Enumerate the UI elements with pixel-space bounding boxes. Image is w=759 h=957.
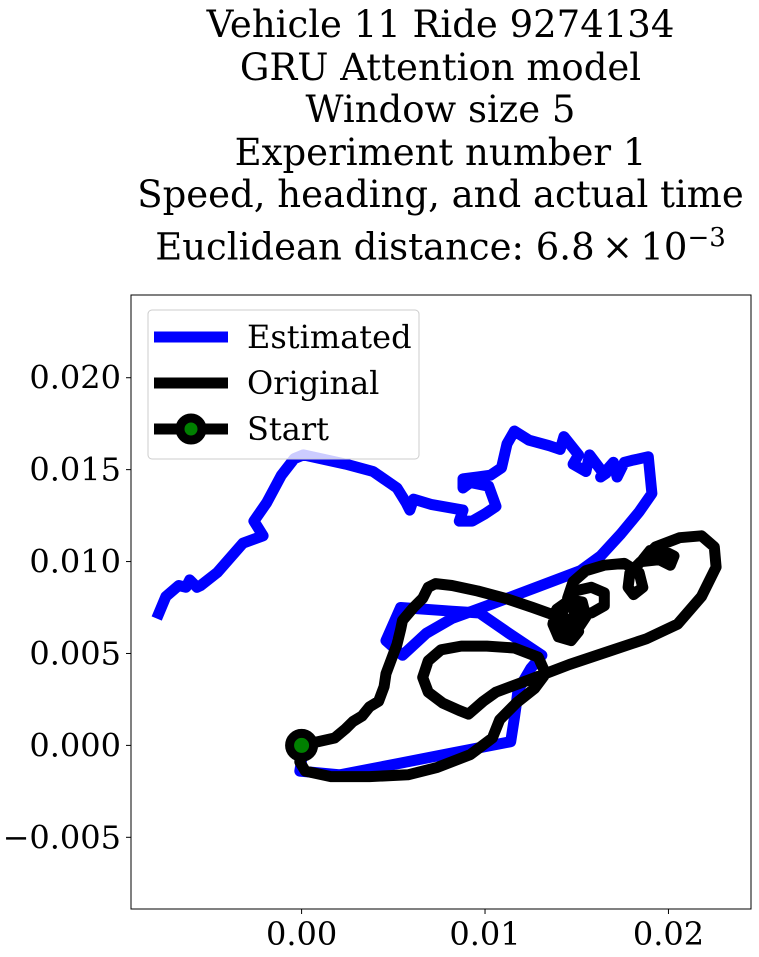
y-tick-label: −0.005: [3, 818, 121, 856]
series-layer: [151, 425, 722, 783]
title-metric-exponent: −3: [687, 222, 726, 253]
title-line-2: GRU Attention model: [239, 45, 642, 89]
y-tick-label: 0.000: [29, 726, 121, 764]
title-line-6: Euclidean distance: 6.8 × 10−3: [0, 217, 759, 269]
title-metric-times: × 10: [594, 225, 688, 269]
y-tick-label: 0.010: [29, 543, 121, 581]
legend-label: Start: [247, 410, 329, 448]
title-line-3: Window size 5: [305, 88, 576, 132]
legend-start-marker: [175, 413, 207, 445]
chart-title: Vehicle 11 Ride 9274134 GRU Attention mo…: [0, 0, 759, 269]
y-tick-label: 0.020: [29, 359, 121, 397]
legend-box: [147, 309, 420, 460]
y-tick-label: 0.015: [29, 451, 121, 489]
ticks-layer: 0.00 0.01 0.02 −0.005 0.000 0.005 0.010 0.015 0.…: [3, 359, 705, 953]
title-line-1: Vehicle 11 Ride 9274134: [206, 3, 675, 46]
y-tick-label: 0.005: [29, 634, 121, 672]
x-tick-label: 0.02: [633, 915, 704, 953]
legend: Estimated Original Start: [147, 309, 420, 460]
title-line-5: Speed, heading, and actual time: [137, 173, 744, 217]
title-metric-prefix: Euclidean distance:: [155, 225, 536, 269]
series-line-estimated: [151, 425, 658, 781]
x-tick-label: 0.00: [266, 915, 337, 953]
title-line-4: Experiment number 1: [234, 130, 647, 174]
x-tick-label: 0.01: [449, 915, 520, 953]
legend-label: Original: [247, 364, 379, 402]
plot-frame: [130, 294, 752, 910]
start-marker: [285, 728, 319, 762]
legend-label: Estimated: [247, 318, 412, 356]
series-line-original: [294, 530, 722, 783]
title-metric-value: 6.8: [535, 225, 595, 269]
